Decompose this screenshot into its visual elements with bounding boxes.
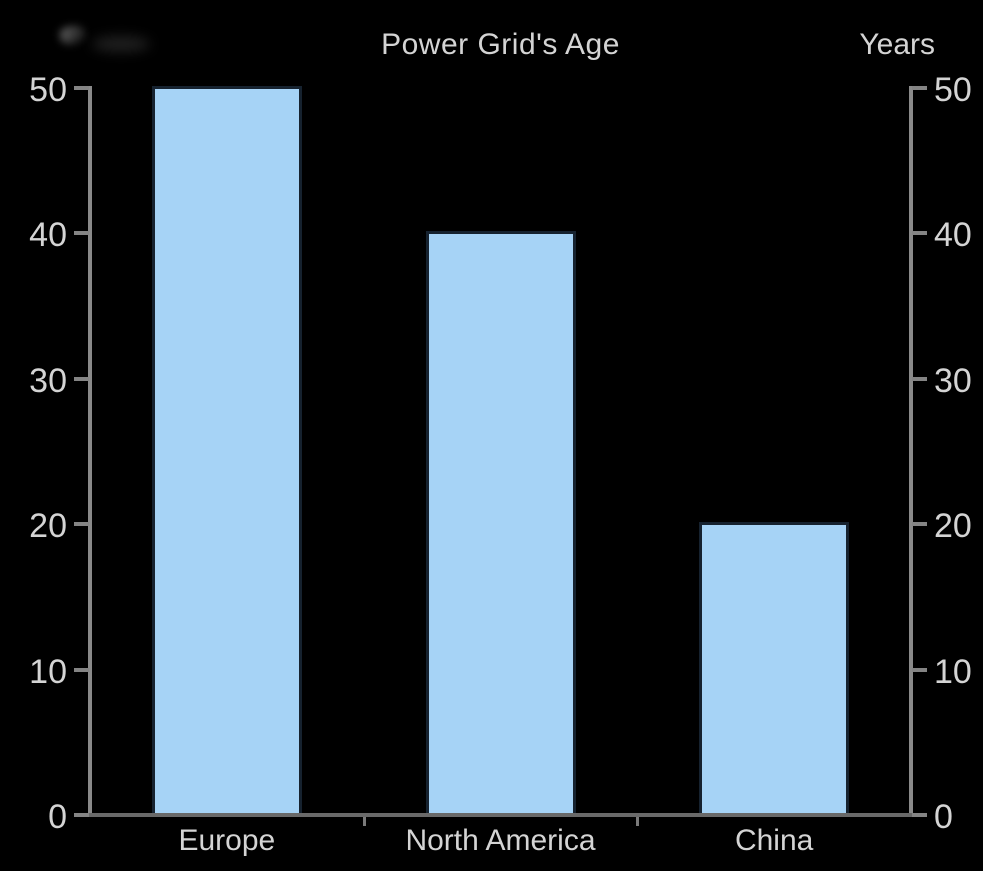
chart-title: Power Grid's Age — [381, 28, 620, 61]
right-tick-10 — [912, 667, 927, 672]
right-tick-label-10: 10 — [934, 652, 972, 691]
right-tick-50 — [912, 86, 927, 90]
x-axis-baseline — [75, 813, 926, 817]
right-tick-label-50: 50 — [934, 71, 972, 109]
right-tick-label-20: 20 — [934, 507, 972, 546]
right-tick-label-40: 40 — [934, 216, 972, 255]
smudge-mark — [58, 23, 88, 47]
category-label-europe: Europe — [178, 824, 276, 857]
right-tick-40 — [912, 231, 927, 236]
left-tick-10 — [74, 667, 89, 672]
category-label-china: China — [734, 824, 814, 857]
left-tick-40 — [74, 231, 89, 236]
smudge-mark — [92, 36, 150, 52]
left-tick-label-10: 10 — [29, 652, 67, 691]
left-tick-20 — [74, 522, 89, 527]
left-tick-label-0: 0 — [48, 798, 67, 836]
right-tick-label-30: 30 — [934, 361, 972, 400]
right-axis-unit-label: Years — [859, 28, 935, 61]
left-tick-30 — [74, 376, 89, 381]
right-tick-label-0: 0 — [934, 798, 953, 836]
right-tick-0 — [912, 813, 927, 817]
bar-north-america — [425, 231, 576, 813]
bar-china — [699, 522, 850, 813]
left-y-axis-line — [88, 86, 92, 817]
right-tick-30 — [912, 376, 927, 381]
left-tick-label-40: 40 — [29, 216, 67, 255]
left-tick-50 — [74, 86, 89, 90]
bar-europe — [151, 86, 302, 813]
erased-label-remnant — [52, 20, 162, 62]
left-tick-label-20: 20 — [29, 507, 67, 546]
left-tick-label-30: 30 — [29, 361, 67, 400]
right-tick-20 — [912, 522, 927, 527]
x-division-tick-1 — [362, 817, 366, 826]
right-y-axis-line — [909, 86, 913, 817]
x-division-tick-2 — [636, 817, 640, 826]
left-tick-label-50: 50 — [29, 71, 67, 109]
left-tick-0 — [74, 813, 89, 817]
category-label-north-america: North America — [405, 824, 596, 857]
